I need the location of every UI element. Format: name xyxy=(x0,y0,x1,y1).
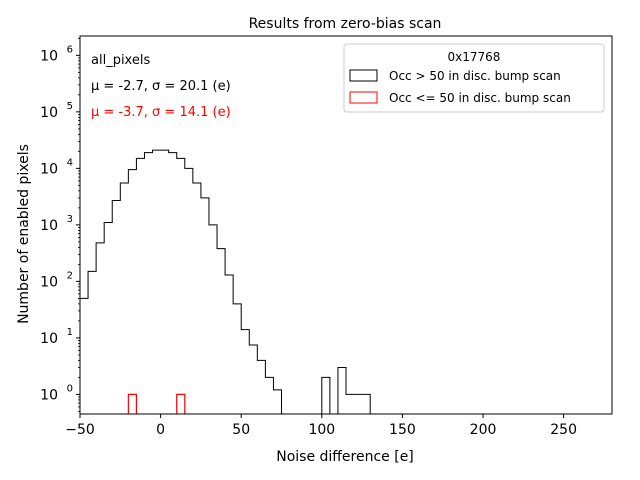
annotation-2: μ = -3.7, σ = 14.1 (e) xyxy=(91,105,231,120)
legend: 0x17768 Occ > 50 in disc. bump scan Occ … xyxy=(343,43,605,113)
y-tick-label: 10 xyxy=(40,218,58,234)
legend-box xyxy=(343,43,605,113)
x-tick-label: 0 xyxy=(156,422,165,438)
annotation-0: all_pixels xyxy=(91,53,150,68)
legend-title: 0x17768 xyxy=(448,50,501,64)
y-tick-exponent: 1 xyxy=(67,327,73,338)
annotations: all_pixels μ = -2.7, σ = 20.1 (e) μ = -3.7… xyxy=(91,53,231,120)
x-axis-label: Noise difference [e] xyxy=(276,449,414,465)
y-axis: 10 0 10 1 10 2 10 3 10 4 10 5 10 6 xyxy=(40,37,80,412)
x-axis: −50 0 50 100 150 200 250 xyxy=(65,414,577,438)
y-tick-exponent: 6 xyxy=(67,44,73,55)
x-tick-label: 250 xyxy=(550,422,577,438)
x-tick-label: 150 xyxy=(389,422,416,438)
x-tick-label: −50 xyxy=(65,422,95,438)
y-tick-label: 10 xyxy=(40,105,58,121)
y-tick-exponent: 4 xyxy=(67,157,73,168)
chart-title: Results from zero-bias scan xyxy=(249,16,442,32)
y-tick-label: 10 xyxy=(40,387,58,403)
y-tick-label: 10 xyxy=(40,161,58,177)
y-tick-label: 10 xyxy=(40,274,58,290)
series-occ-le-50-bin-0 xyxy=(127,393,138,414)
y-axis-label: Number of enabled pixels xyxy=(16,144,32,324)
legend-swatch-black xyxy=(349,69,378,82)
x-tick-label: 100 xyxy=(308,422,335,438)
x-tick-label: 50 xyxy=(232,422,250,438)
series-occ-le-50-bin-1 xyxy=(176,393,186,414)
annotation-1: μ = -2.7, σ = 20.1 (e) xyxy=(91,79,231,94)
legend-label-red: Occ <= 50 in disc. bump scan xyxy=(389,91,571,105)
y-tick-exponent: 5 xyxy=(67,101,73,112)
y-tick-exponent: 2 xyxy=(67,270,73,281)
x-tick-label: 200 xyxy=(470,422,497,438)
legend-swatch-red xyxy=(349,91,378,104)
y-tick-exponent: 3 xyxy=(67,214,73,225)
y-tick-exponent: 0 xyxy=(67,383,73,394)
y-tick-label: 10 xyxy=(40,331,58,347)
legend-label-black: Occ > 50 in disc. bump scan xyxy=(389,69,561,83)
y-tick-label: 10 xyxy=(40,48,58,64)
